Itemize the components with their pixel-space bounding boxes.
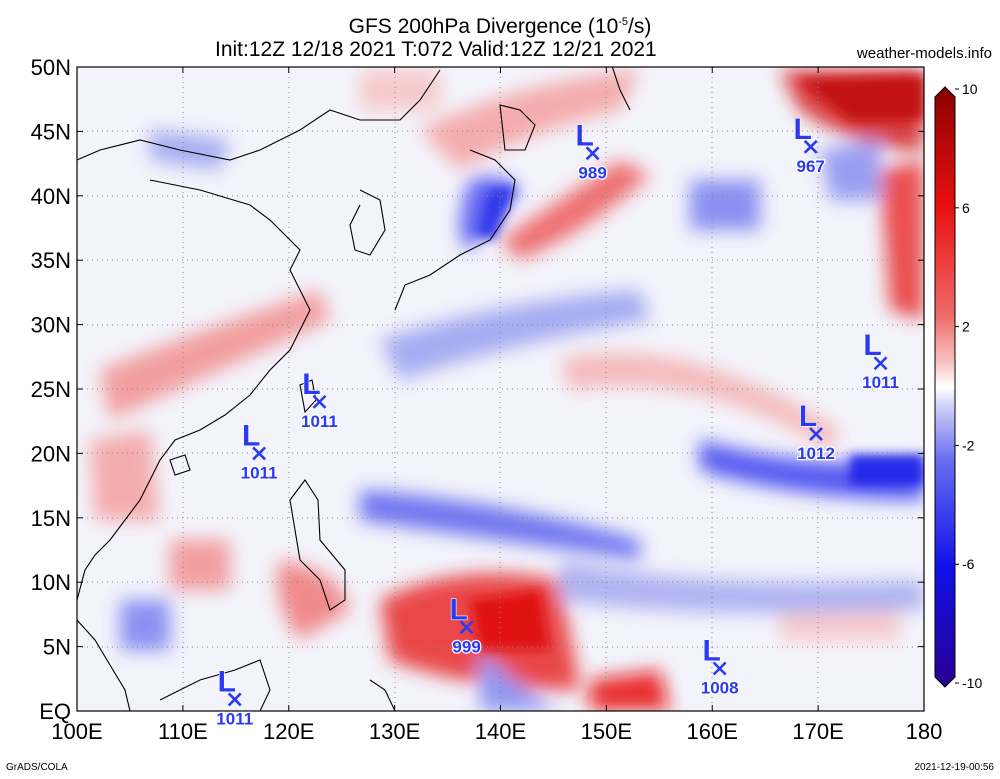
axes: 100E 110E 120E 130E 140E 150E 160E 170E 180 50N 45… — [31, 55, 943, 744]
divergence-field — [77, 67, 924, 711]
lon-label: 170E — [792, 719, 843, 744]
low-pressure-value: 999 — [452, 637, 480, 656]
lon-label: 180 — [906, 719, 943, 744]
lat-label: 5N — [43, 635, 71, 660]
low-pressure-value: 967 — [797, 157, 825, 176]
pressure-low-marker: L 1011 — [861, 329, 900, 394]
lon-label: 100E — [51, 719, 102, 744]
lat-label: 15N — [31, 506, 71, 531]
colorbar-tick-label: 6 — [962, 200, 970, 216]
pressure-low-marker: L 1011 — [300, 367, 339, 432]
lon-label: 160E — [687, 719, 738, 744]
lat-label: 30N — [31, 313, 71, 338]
pressure-low-marker: L 989 — [575, 119, 608, 184]
low-pressure-value: 989 — [578, 163, 606, 182]
pressure-low-marker: L 1008 — [699, 634, 739, 699]
low-center-cross — [712, 661, 727, 676]
footer-right: 2021-12-19-00:56 — [914, 762, 994, 773]
lat-label: 25N — [31, 377, 71, 402]
lon-label: 110E — [158, 719, 208, 744]
pressure-lows: L 989 L 967 L 1011 L 1012 L 1011 L 1011 L 999 L 1008 L 10… — [215, 112, 900, 730]
colorbar-ticks: 10 6 2 -2 -6 -10 — [955, 81, 982, 691]
colorbar-tick-label: 10 — [962, 81, 978, 97]
pressure-low-marker: L 1012 — [796, 399, 836, 464]
colorbar-tick-label: 2 — [962, 319, 970, 335]
low-pressure-value: 1011 — [301, 412, 338, 431]
low-center-cross — [312, 394, 327, 409]
low-center-cross — [227, 692, 242, 707]
lon-label: 130E — [369, 719, 420, 744]
low-pressure-value: 1012 — [797, 444, 835, 463]
chart-subtitle: Init:12Z 12/18 2021 T:072 Valid:12Z 12/2… — [215, 38, 657, 61]
footer-left: GrADS/COLA — [6, 762, 68, 773]
low-symbol: L — [575, 119, 593, 152]
chart-title: GFS 200hPa Divergence (10-5/s) — [0, 10, 1000, 39]
pressure-low-marker: L 1011 — [239, 419, 278, 484]
title-exponent: -5 — [618, 16, 629, 28]
lat-label: 35N — [31, 248, 71, 273]
lon-label: 140E — [475, 719, 526, 744]
pressure-low-marker: L 1011 — [215, 665, 254, 730]
lon-label: 120E — [263, 719, 314, 744]
low-pressure-value: 1008 — [701, 678, 739, 697]
lon-label: 150E — [581, 719, 632, 744]
lat-label: 10N — [31, 570, 71, 595]
low-symbol: L — [302, 368, 320, 401]
site-credit: weather-models.info — [856, 45, 992, 62]
low-symbol: L — [242, 419, 260, 452]
colorbar-tick-label: -6 — [962, 556, 975, 572]
low-center-cross — [803, 139, 818, 154]
lat-label: EQ — [39, 699, 71, 724]
lat-label: 50N — [31, 55, 71, 80]
low-symbol: L — [799, 400, 817, 433]
low-center-cross — [809, 427, 823, 441]
low-symbol: L — [794, 113, 812, 146]
colorbar-tick-label: -2 — [962, 437, 975, 453]
graticule — [77, 67, 924, 711]
low-pressure-value: 1011 — [241, 463, 278, 482]
title-suffix: /s) — [628, 15, 652, 38]
low-symbol: L — [863, 329, 881, 362]
low-pressure-value: 1011 — [862, 373, 899, 392]
pressure-low-marker: L 999 — [449, 593, 482, 658]
low-pressure-value: 1011 — [216, 709, 253, 728]
low-center-cross — [873, 356, 888, 371]
low-center-cross — [585, 146, 600, 161]
low-symbol: L — [702, 634, 720, 667]
colorbar: 10 6 2 -2 -6 -10 — [934, 81, 982, 691]
pressure-low-marker: L 967 — [793, 112, 826, 177]
low-center-cross — [252, 446, 267, 461]
coastlines — [77, 67, 631, 711]
title-prefix: GFS 200hPa Divergence (10 — [348, 15, 619, 38]
colorbar-tick-label: -10 — [962, 675, 982, 691]
lat-label: 20N — [31, 441, 71, 466]
lat-label: 45N — [31, 119, 71, 144]
low-center-cross — [459, 620, 474, 635]
low-symbol: L — [449, 593, 467, 626]
lat-label: 40N — [31, 184, 71, 209]
colorbar-scale — [934, 86, 956, 688]
low-symbol: L — [218, 665, 236, 698]
